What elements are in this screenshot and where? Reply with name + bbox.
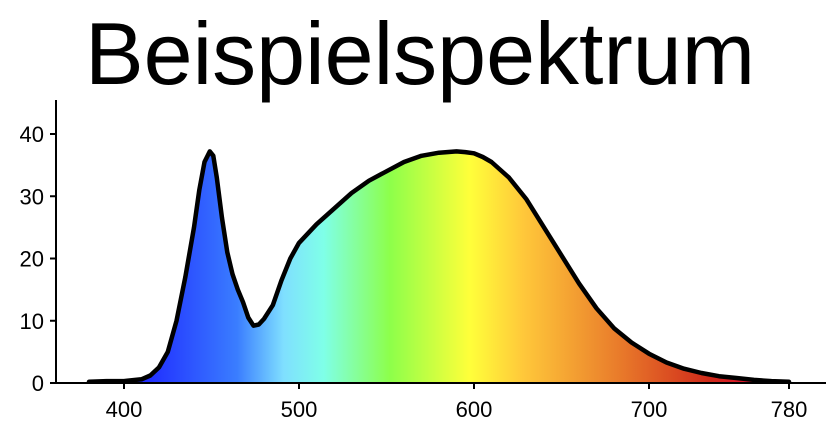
x-tick-label: 400: [106, 397, 143, 422]
y-tick-label: 10: [20, 309, 44, 334]
y-tick-label: 0: [32, 371, 44, 396]
spectrum-line: [86, 149, 792, 385]
spectrum-area: [89, 151, 789, 383]
y-tick-label: 20: [20, 247, 44, 272]
chart-title: Beispielspektrum: [84, 4, 756, 103]
x-tick-label: 700: [631, 397, 668, 422]
x-tick-label: 600: [456, 397, 493, 422]
x-tick-label: 500: [281, 397, 318, 422]
x-tick-label: 780: [771, 397, 808, 422]
y-tick-label: 30: [20, 184, 44, 209]
y-tick-label: 40: [20, 122, 44, 147]
